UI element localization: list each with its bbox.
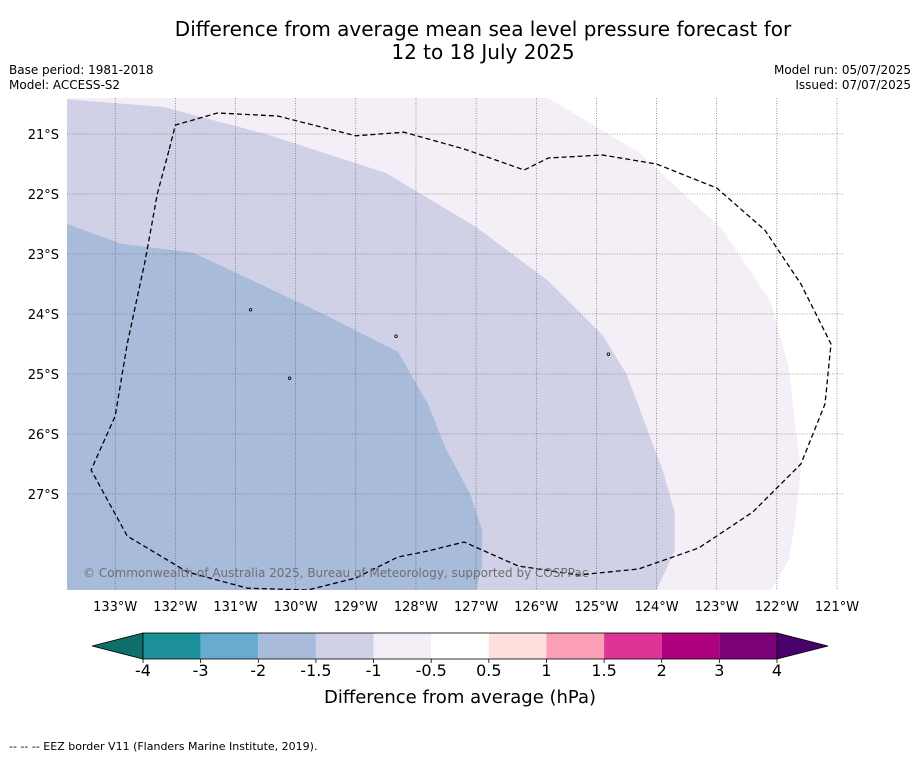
y-tick-label: 21°S (28, 128, 59, 143)
model-run-text: Model run: 05/07/2025 (773, 63, 911, 77)
colorbar-tick-label: -1.5 (300, 661, 331, 680)
colorbar-tick-label: -4 (135, 661, 151, 680)
colorbar-swatch (143, 633, 201, 659)
island-marker (606, 352, 611, 356)
island-marker (287, 376, 292, 380)
copyright-text: © Commonwealth of Australia 2025, Bureau… (83, 566, 588, 580)
region--2-to--1.5 (67, 224, 483, 590)
eez-border (90, 112, 832, 590)
colorbar-swatch (373, 633, 432, 659)
y-tick-label: 27°S (28, 488, 59, 503)
colorbar-tick-label: 2 (657, 661, 667, 680)
x-tick-label: 131°W (213, 600, 257, 615)
colorbar-swatch (604, 633, 662, 659)
colorbar: -4 -3 -2 -1.5 -1 -0.5 0.5 1 1.5 2 3 4 (91, 632, 829, 680)
x-tick-label: 125°W (574, 600, 618, 615)
colorbar-swatch (546, 633, 605, 659)
x-tick-label: 123°W (695, 600, 739, 615)
x-tick-label: 128°W (394, 600, 438, 615)
x-axis-ticks: 133°W 132°W 131°W 130°W 129°W 128°W 127°W 126°W… (93, 600, 859, 615)
colorbar-tick-label: 3 (714, 661, 724, 680)
base-period-text: Base period: 1981-2018 (9, 63, 154, 77)
x-tick-label: 126°W (514, 600, 558, 615)
y-tick-label: 23°S (28, 248, 59, 263)
title-line-1: Difference from average mean sea level p… (174, 17, 792, 41)
title-line-2: 12 to 18 July 2025 (391, 40, 575, 64)
model-text: Model: ACCESS-S2 (9, 78, 121, 92)
colorbar-swatch (488, 633, 547, 659)
x-tick-label: 124°W (634, 600, 678, 615)
colorbar-swatch (258, 633, 316, 659)
colorbar-tick-label: -2 (250, 661, 266, 680)
x-tick-label: 122°W (755, 600, 799, 615)
x-tick-label: 132°W (153, 600, 197, 615)
colorbar-under-arrow (91, 632, 144, 660)
colorbar-over-arrow (776, 632, 829, 660)
x-tick-label: 133°W (93, 600, 137, 615)
colorbar-outline (142, 632, 778, 660)
colorbar-swatch (719, 633, 777, 659)
colorbar-swatch (200, 633, 259, 659)
eez-footnote: -- -- -- EEZ border V11 (Flanders Marine… (9, 740, 318, 753)
colorbar-swatch (661, 633, 720, 659)
y-tick-label: 24°S (28, 308, 59, 323)
x-tick-label: 129°W (334, 600, 378, 615)
y-axis-ticks: 21°S 22°S 23°S 24°S 25°S 26°S 27°S (28, 128, 59, 503)
colorbar-tick-label: 0.5 (476, 661, 501, 680)
colorbar-tick-label: -3 (193, 661, 209, 680)
map-fill-layer (67, 98, 843, 590)
island-marker (248, 308, 253, 312)
y-tick-label: 26°S (28, 428, 59, 443)
colorbar-tick-label: -1 (366, 661, 382, 680)
x-tick-label: 121°W (815, 600, 859, 615)
issued-text: Issued: 07/07/2025 (795, 78, 911, 92)
colorbar-label: Difference from average (hPa) (324, 687, 596, 708)
colorbar-tick-label: 4 (772, 661, 782, 680)
y-tick-label: 25°S (28, 368, 59, 383)
colorbar-tick-label: -0.5 (416, 661, 447, 680)
meta-right: Model run: 05/07/2025 Issued: 07/07/2025 (774, 63, 911, 93)
colorbar-swatch (315, 633, 374, 659)
colorbar-tick-label: 1.5 (591, 661, 616, 680)
x-tick-label: 127°W (454, 600, 498, 615)
x-tick-label: 130°W (274, 600, 318, 615)
colorbar-tick-label: 1 (541, 661, 551, 680)
meta-left: Base period: 1981-2018 Model: ACCESS-S2 (9, 63, 154, 93)
map-gridlines (67, 98, 843, 590)
colorbar-swatch (431, 633, 489, 659)
eez-border-layer (90, 112, 832, 590)
island-marker (394, 334, 398, 338)
y-tick-label: 22°S (28, 188, 59, 203)
chart-title: Difference from average mean sea level p… (0, 18, 919, 64)
